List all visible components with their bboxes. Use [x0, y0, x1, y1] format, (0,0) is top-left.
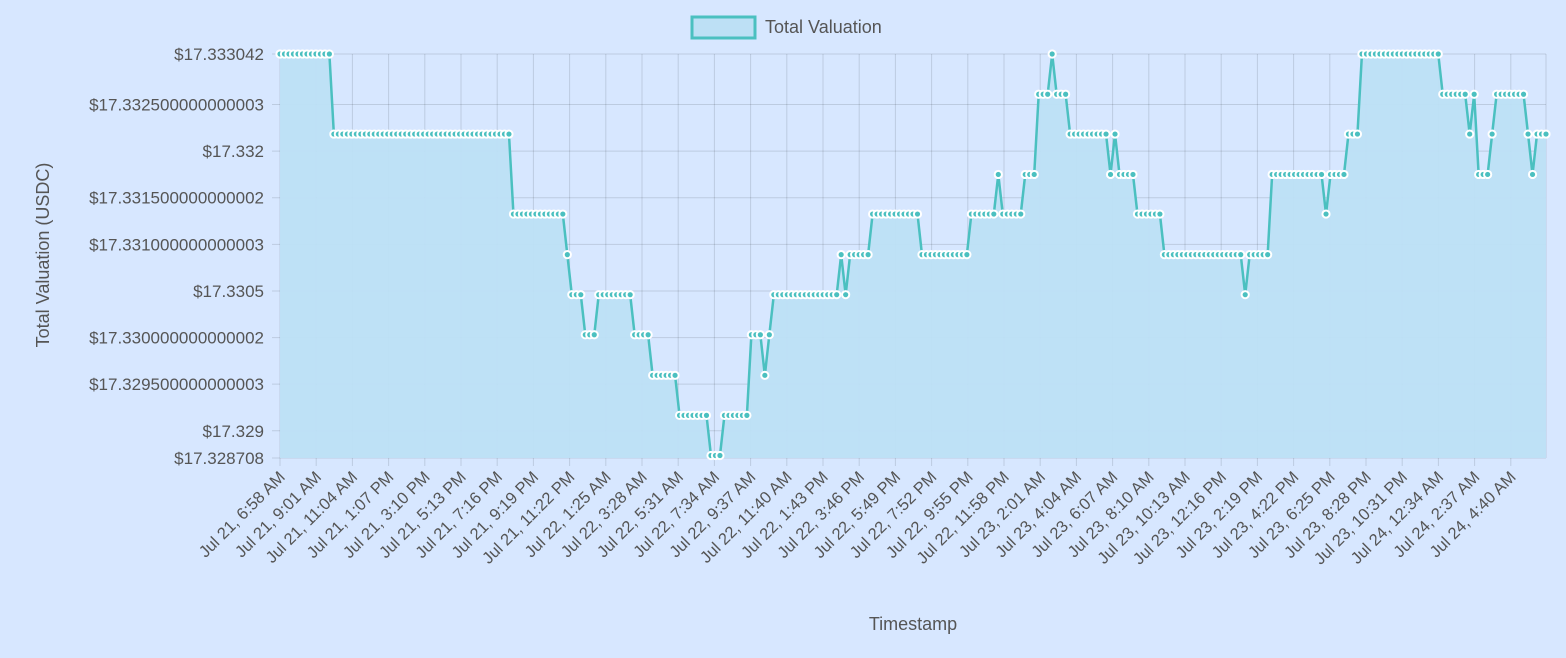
data-point[interactable]	[760, 370, 770, 380]
data-point[interactable]	[715, 450, 725, 461]
data-point[interactable]	[1469, 89, 1479, 99]
data-point[interactable]	[1352, 129, 1363, 139]
data-point[interactable]	[504, 129, 514, 139]
data-point[interactable]	[832, 290, 842, 300]
data-point[interactable]	[324, 49, 334, 59]
data-point[interactable]	[755, 330, 765, 340]
data-point[interactable]	[1460, 89, 1470, 99]
data-point[interactable]	[1339, 169, 1349, 180]
data-point[interactable]	[562, 250, 572, 260]
y-tick-label: $17.331000000000003	[89, 235, 264, 254]
y-tick-label: $17.328708	[174, 449, 264, 468]
series-points	[275, 49, 1551, 461]
data-point[interactable]	[836, 250, 846, 260]
data-point[interactable]	[1240, 290, 1250, 300]
data-point[interactable]	[764, 330, 774, 340]
data-point[interactable]	[670, 370, 680, 380]
data-point[interactable]	[993, 169, 1003, 180]
data-point[interactable]	[1518, 89, 1529, 99]
y-tick-label: $17.330000000000002	[89, 329, 264, 348]
data-point[interactable]	[1321, 209, 1331, 219]
data-point[interactable]	[989, 209, 999, 219]
data-point[interactable]	[1047, 49, 1057, 59]
data-point[interactable]	[1527, 169, 1538, 180]
area-fill	[280, 54, 1546, 458]
data-point[interactable]	[558, 209, 568, 219]
data-point[interactable]	[643, 330, 653, 340]
y-tick-label: $17.332	[203, 142, 264, 161]
y-tick-label: $17.333042	[174, 45, 264, 64]
y-tick-label: $17.332500000000003	[89, 96, 264, 115]
legend[interactable]: Total Valuation	[690, 15, 882, 40]
data-point[interactable]	[1029, 169, 1039, 180]
data-point[interactable]	[841, 290, 851, 300]
data-point[interactable]	[742, 410, 752, 420]
data-point[interactable]	[1541, 129, 1551, 139]
data-point[interactable]	[962, 250, 972, 260]
y-axis-ticks: $17.333042 $17.332500000000003 $17.332 $17.…	[89, 45, 264, 468]
data-point[interactable]	[1483, 169, 1493, 180]
data-point[interactable]	[1043, 89, 1053, 99]
y-tick-label: $17.329500000000003	[89, 375, 264, 394]
data-point[interactable]	[1316, 169, 1327, 180]
data-point[interactable]	[863, 250, 873, 260]
legend-label: Total Valuation	[765, 17, 882, 37]
y-tick-label: $17.329	[203, 422, 264, 441]
data-point[interactable]	[1061, 89, 1071, 99]
data-point[interactable]	[1110, 129, 1120, 139]
data-point[interactable]	[1523, 129, 1533, 139]
data-point[interactable]	[1433, 49, 1443, 59]
y-axis-title: Total Valuation (USDC)	[33, 163, 53, 348]
data-point[interactable]	[625, 290, 635, 300]
data-point[interactable]	[1101, 129, 1111, 139]
data-point[interactable]	[701, 410, 712, 420]
legend-swatch	[690, 15, 757, 40]
data-point[interactable]	[1016, 209, 1026, 219]
data-point[interactable]	[1155, 209, 1165, 219]
data-point[interactable]	[576, 290, 586, 300]
data-point[interactable]	[1465, 129, 1475, 139]
data-point[interactable]	[1128, 169, 1138, 180]
data-point[interactable]	[1487, 129, 1497, 139]
data-point[interactable]	[1236, 250, 1246, 260]
x-axis-title: Timestamp	[869, 614, 957, 634]
data-point[interactable]	[589, 330, 599, 340]
y-tick-label: $17.3305	[193, 282, 264, 301]
series-area	[280, 54, 1546, 458]
data-point[interactable]	[1105, 169, 1116, 180]
data-point[interactable]	[1263, 250, 1273, 260]
data-point[interactable]	[912, 209, 923, 219]
y-tick-label: $17.331500000000002	[89, 189, 264, 208]
